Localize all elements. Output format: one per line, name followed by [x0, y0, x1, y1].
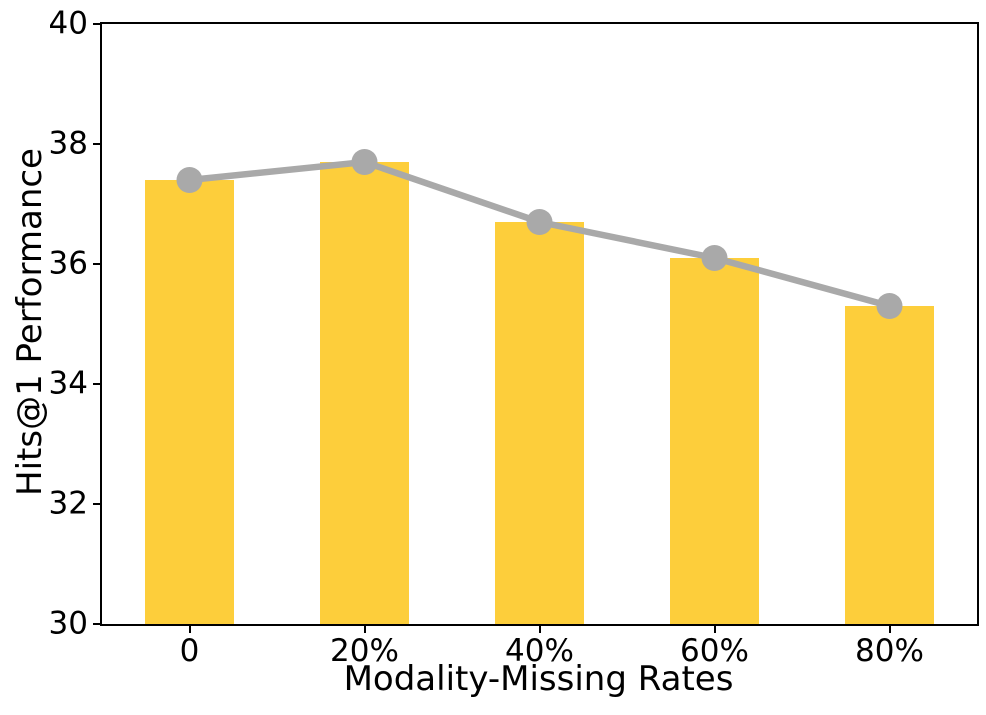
y-tick	[93, 383, 100, 385]
x-tick-label: 0	[179, 633, 200, 669]
line-marker	[876, 293, 903, 319]
y-tick	[93, 623, 100, 625]
x-tick	[363, 626, 366, 633]
x-tick-label: 80%	[855, 633, 924, 669]
y-tick-label: 34	[48, 365, 88, 402]
plot-area: 30 32 34 36 38 40 0 20% 40% 60% 80%	[49, 8, 979, 667]
bar	[845, 306, 934, 624]
x-tick-label: 40%	[505, 633, 574, 669]
bar	[670, 258, 759, 624]
y-tick	[93, 503, 100, 505]
line-marker	[176, 167, 203, 193]
x-tick	[188, 626, 191, 633]
bar	[320, 162, 409, 624]
y-tick-label: 36	[48, 245, 88, 282]
x-tick	[888, 626, 891, 633]
y-axis-title: Hits@1 Performance	[10, 148, 50, 496]
y-tick-label: 40	[48, 5, 88, 42]
y-tick	[93, 23, 100, 25]
x-tick-label: 60%	[680, 633, 749, 669]
x-axis-title: Modality-Missing Rates	[343, 659, 734, 699]
x-tick-label: 20%	[330, 633, 399, 669]
line-series	[176, 149, 903, 319]
bar	[145, 180, 234, 624]
x-tick	[713, 626, 716, 633]
x-tick	[538, 626, 541, 633]
y-tick-label: 32	[48, 485, 88, 522]
y-tick	[93, 263, 100, 265]
y-tick-label: 38	[48, 125, 88, 162]
line-marker	[526, 209, 553, 235]
bar	[495, 222, 584, 624]
line-marker	[351, 149, 378, 175]
y-tick-label: 30	[48, 605, 88, 642]
line-marker	[701, 245, 728, 271]
y-tick	[93, 143, 100, 145]
